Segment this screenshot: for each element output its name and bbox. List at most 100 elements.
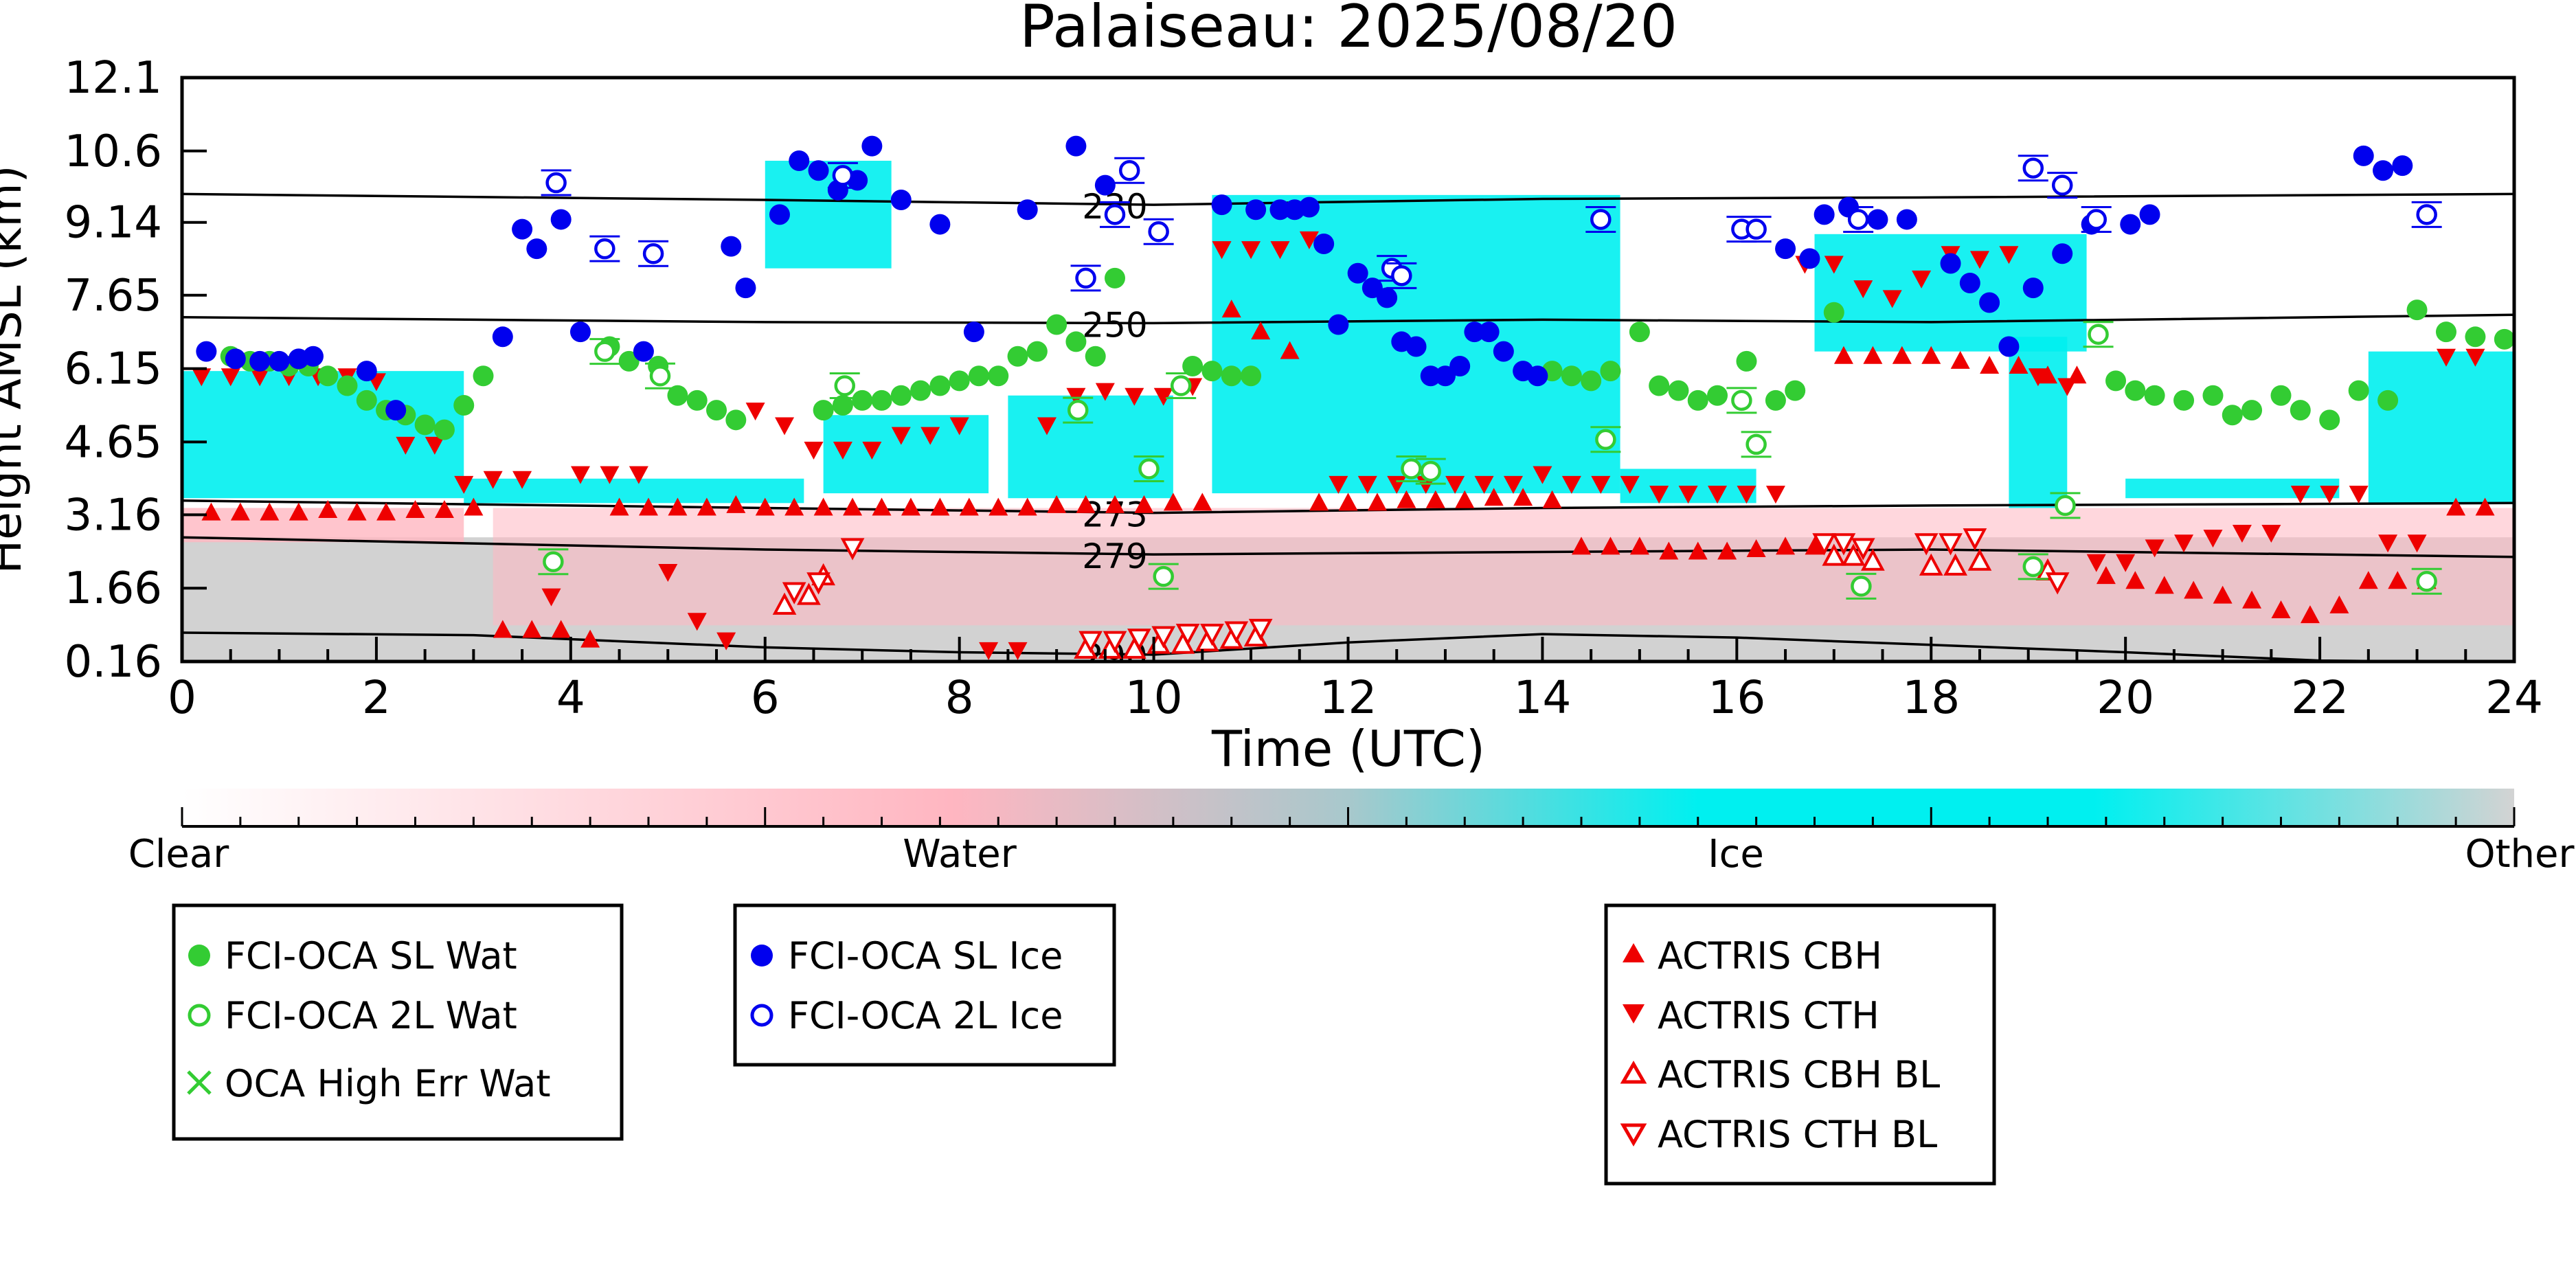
- y-axis: 0.16 1.66 3.16 4.65 6.15 7.65 9.14 10.6 12.1: [65, 53, 207, 688]
- point-actris-cbh: [1659, 541, 1679, 560]
- isotherm-label-279: 279: [1082, 536, 1147, 576]
- point-actris-cth: [1591, 475, 1611, 494]
- point-actris-cbh: [434, 500, 454, 519]
- x-tick-label: 10: [1125, 671, 1183, 724]
- point-actris-cbh: [2475, 497, 2495, 516]
- point-actris-cbh: [930, 497, 950, 516]
- point-fci-oca-sl-wat: [1026, 341, 1048, 362]
- point-actris-cbh-bl: [1861, 548, 1885, 571]
- point-actris-cbh: [1076, 495, 1096, 513]
- legend-water: FCI-OCA SL Wat FCI-OCA 2L Wat OCA High E…: [172, 903, 624, 1141]
- point-actris-cth: [2086, 554, 2106, 572]
- point-actris-cth: [949, 417, 969, 436]
- point-fci-oca-sl-ice: [1979, 292, 2000, 313]
- point-fci-oca-sl-ice: [929, 214, 951, 235]
- x-tick-label: 4: [556, 671, 585, 724]
- point-actris-cth: [1620, 475, 1640, 494]
- point-fci-oca-2l-wat: [1138, 458, 1160, 479]
- point-fci-oca-2l-ice: [1118, 160, 1140, 181]
- y-tick-label: 9.14: [65, 198, 163, 249]
- point-fci-oca-2l-ice: [2022, 157, 2044, 179]
- point-actris-cbh-bl: [797, 583, 821, 605]
- point-actris-cbh-bl: [1822, 543, 1846, 566]
- point-fci-oca-sl-wat: [949, 370, 970, 392]
- point-fci-oca-2l-wat: [2022, 556, 2044, 578]
- point-fci-oca-sl-wat: [1736, 350, 1757, 372]
- point-actris-cth: [2057, 378, 2077, 396]
- point-actris-cth: [2232, 525, 2252, 543]
- point-actris-cth: [483, 471, 503, 489]
- colorbar-ticks: [181, 807, 2516, 826]
- point-fci-oca-sl-ice: [1799, 248, 1820, 269]
- legend-label-cth-bl: ACTRIS CTH BL: [1658, 1113, 1937, 1156]
- point-fci-oca-sl-wat: [1581, 370, 1602, 392]
- point-actris-cbh: [376, 502, 396, 521]
- point-actris-cbh: [1542, 490, 1562, 508]
- point-fci-oca-sl-wat: [453, 394, 475, 416]
- point-actris-cth-bl: [2045, 572, 2070, 595]
- point-actris-cth: [1824, 256, 1844, 274]
- water-region: [493, 508, 2514, 626]
- point-fci-oca-sl-wat: [1182, 356, 1204, 377]
- point-fci-oca-sl-wat: [1241, 365, 1262, 387]
- point-actris-cbh: [2388, 571, 2408, 589]
- point-actris-cbh: [1047, 495, 1067, 513]
- point-fci-oca-sl-wat: [356, 389, 377, 411]
- point-actris-cth-bl: [1963, 528, 1987, 551]
- point-actris-cbh: [1193, 493, 1212, 511]
- point-actris-cbh: [755, 497, 775, 516]
- point-fci-oca-2l-wat: [1745, 433, 1767, 455]
- point-actris-cbh: [988, 497, 1008, 516]
- point-actris-cth: [570, 466, 590, 484]
- point-actris-cbh: [2096, 566, 2116, 585]
- x-tick-label: 24: [2485, 671, 2543, 724]
- x-tick-label: 12: [1320, 671, 1377, 724]
- point-actris-cth: [1212, 241, 1232, 260]
- point-actris-cth-bl: [1200, 623, 1224, 646]
- point-fci-oca-sl-ice: [1269, 199, 1291, 221]
- point-actris-cth: [454, 475, 474, 494]
- point-actris-cbh: [230, 502, 250, 521]
- point-actris-cbh: [668, 497, 688, 516]
- point-fci-oca-sl-wat: [2202, 385, 2224, 406]
- point-fci-oca-sl-wat: [988, 365, 1009, 387]
- point-fci-oca-sl-ice: [1814, 204, 1835, 225]
- x-axis: 0 2 4 6 8 10 12 14 16 18 20 22 24: [168, 637, 2543, 724]
- point-fci-oca-sl-wat: [1649, 375, 1670, 396]
- point-fci-oca-sl-wat: [433, 419, 455, 440]
- point-fci-oca-2l-ice: [832, 165, 854, 186]
- data-markers: [192, 135, 2514, 660]
- point-actris-cth-bl: [1248, 618, 1273, 642]
- point-fci-oca-sl-ice: [2353, 145, 2374, 166]
- point-fci-oca-sl-ice: [1298, 196, 1320, 218]
- point-actris-cbh: [1455, 490, 1475, 508]
- point-fci-oca-2l-ice: [594, 238, 615, 260]
- point-actris-cbh: [1105, 495, 1125, 513]
- isotherm-230: [182, 192, 2514, 206]
- point-fci-oca-2l-ice: [1590, 209, 1612, 230]
- point-actris-cth: [2378, 534, 2398, 553]
- point-actris-cth-bl: [840, 538, 865, 561]
- point-fci-oca-2l-ice: [1148, 221, 1169, 242]
- point-actris-cth: [1125, 387, 1144, 406]
- point-actris-cth: [396, 436, 416, 455]
- point-actris-cth: [833, 442, 852, 460]
- point-actris-cth: [1037, 417, 1057, 436]
- point-actris-cth: [2436, 348, 2456, 367]
- point-actris-cbh-bl: [1943, 553, 1967, 576]
- point-actris-cth: [2261, 525, 2281, 543]
- x-tick-label: 18: [1902, 671, 1960, 724]
- legend-marker-2l-wat: [188, 1004, 211, 1027]
- point-fci-oca-sl-ice: [1775, 238, 1796, 260]
- point-actris-cbh: [1717, 541, 1737, 560]
- y-axis-label: Height AMSL (km): [0, 166, 32, 574]
- point-fci-oca-sl-ice: [2139, 204, 2160, 225]
- point-fci-oca-2l-ice: [1847, 209, 1869, 230]
- point-fci-oca-2l-wat: [594, 341, 615, 362]
- point-fci-oca-sl-ice: [769, 204, 790, 225]
- point-fci-oca-sl-wat: [2270, 385, 2292, 406]
- point-actris-cbh: [2184, 580, 2204, 599]
- legend-label-sl-wat: FCI-OCA SL Wat: [225, 934, 517, 978]
- point-fci-oca-sl-wat: [2377, 389, 2399, 411]
- point-fci-oca-sl-ice: [225, 348, 246, 370]
